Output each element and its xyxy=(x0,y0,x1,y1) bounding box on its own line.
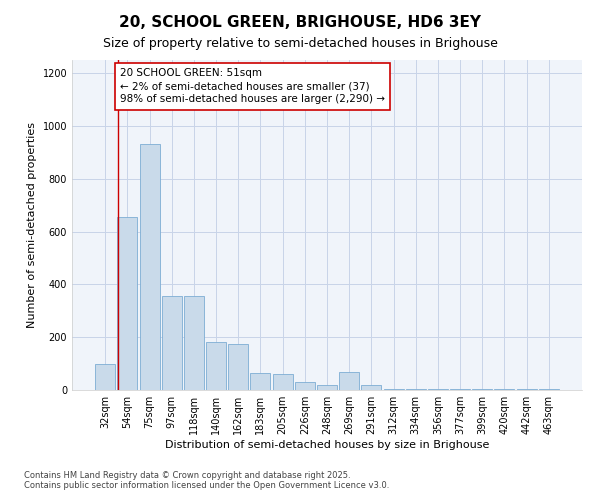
Bar xyxy=(406,388,426,390)
Bar xyxy=(118,217,137,390)
Bar xyxy=(95,364,115,390)
Text: Size of property relative to semi-detached houses in Brighouse: Size of property relative to semi-detach… xyxy=(103,38,497,51)
Bar xyxy=(361,384,382,390)
Bar xyxy=(228,344,248,390)
Bar xyxy=(140,144,160,390)
Bar xyxy=(295,382,315,390)
Y-axis label: Number of semi-detached properties: Number of semi-detached properties xyxy=(27,122,37,328)
Bar xyxy=(339,372,359,390)
Bar xyxy=(250,373,271,390)
Text: 20, SCHOOL GREEN, BRIGHOUSE, HD6 3EY: 20, SCHOOL GREEN, BRIGHOUSE, HD6 3EY xyxy=(119,15,481,30)
X-axis label: Distribution of semi-detached houses by size in Brighouse: Distribution of semi-detached houses by … xyxy=(165,440,489,450)
Bar xyxy=(428,388,448,390)
Text: Contains HM Land Registry data © Crown copyright and database right 2025.
Contai: Contains HM Land Registry data © Crown c… xyxy=(24,470,389,490)
Bar xyxy=(162,296,182,390)
Bar xyxy=(383,388,404,390)
Bar xyxy=(450,388,470,390)
Bar xyxy=(272,374,293,390)
Bar xyxy=(206,342,226,390)
Bar xyxy=(317,384,337,390)
Bar xyxy=(472,388,492,390)
Bar xyxy=(184,296,204,390)
Text: 20 SCHOOL GREEN: 51sqm
← 2% of semi-detached houses are smaller (37)
98% of semi: 20 SCHOOL GREEN: 51sqm ← 2% of semi-deta… xyxy=(120,68,385,104)
